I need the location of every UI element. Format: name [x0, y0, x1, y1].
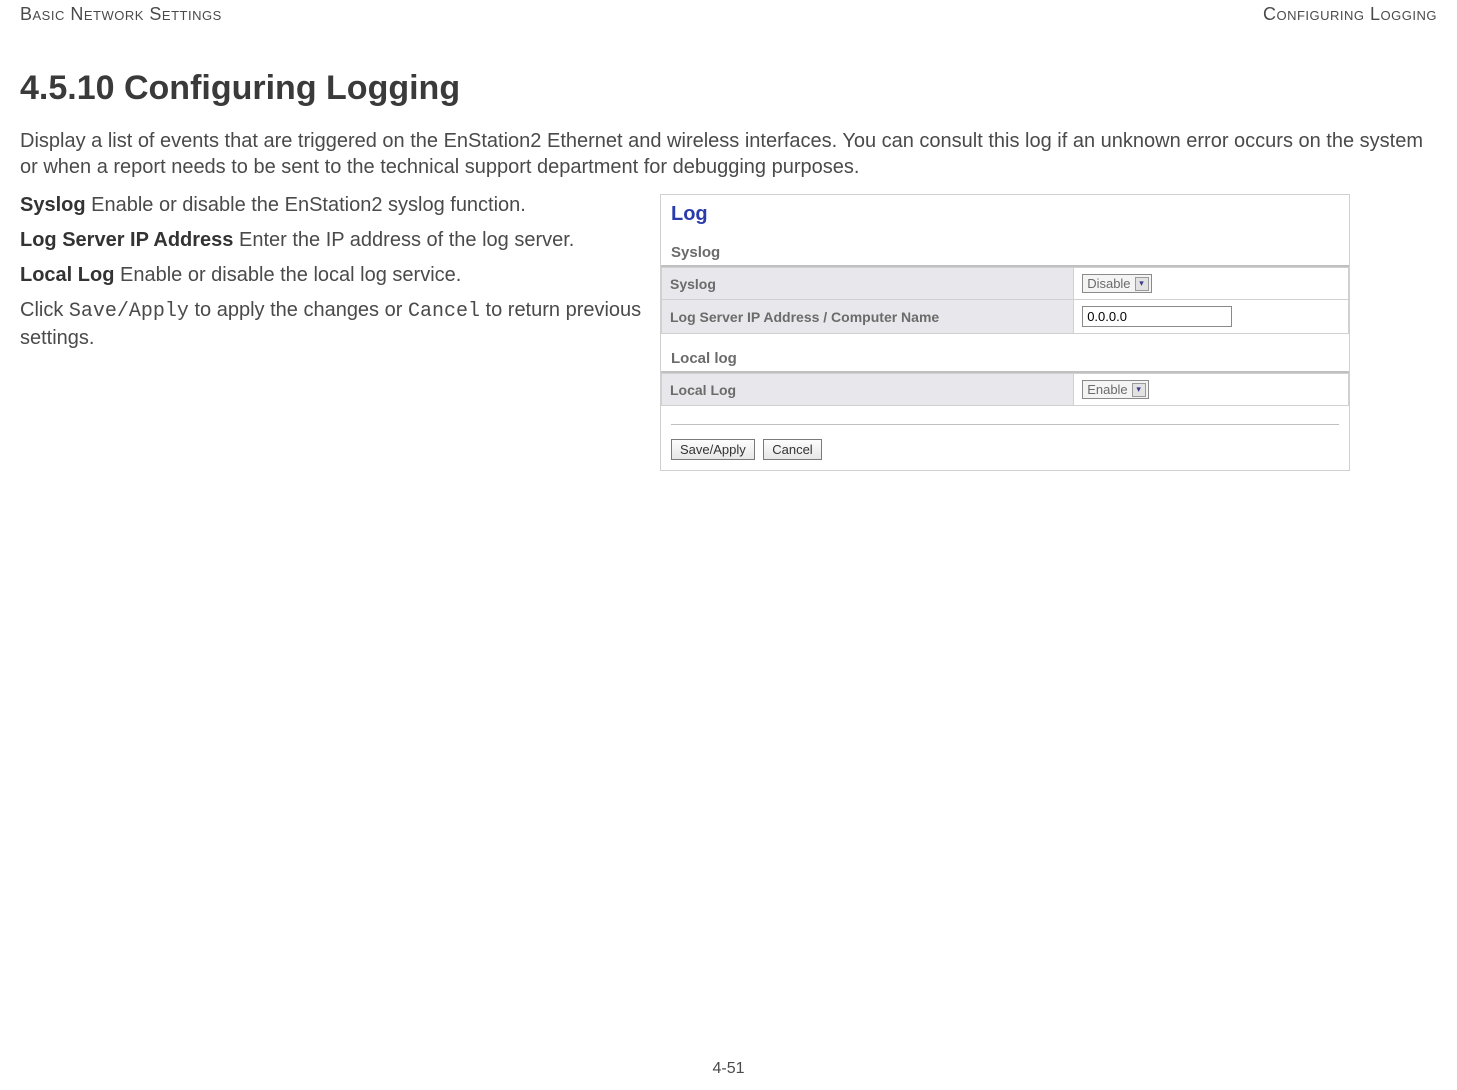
syslog-row-label: Syslog — [662, 268, 1074, 300]
cancel-button[interactable]: Cancel — [763, 439, 821, 460]
header-right: Configuring Logging — [1263, 4, 1437, 25]
header-left: Basic Network Settings — [20, 4, 222, 25]
def-logip: Log Server IP Address Enter the IP addre… — [20, 227, 660, 254]
def-locallog: Local Log Enable or disable the local lo… — [20, 262, 660, 289]
locallog-row-value-cell: Enable ▾ — [1074, 374, 1349, 406]
def-locallog-term: Local Log — [20, 264, 114, 286]
section-title: 4.5.10 Configuring Logging — [20, 69, 1437, 108]
locallog-select[interactable]: Enable ▾ — [1082, 380, 1148, 399]
logip-row: Log Server IP Address / Computer Name — [662, 300, 1349, 334]
locallog-select-value: Enable — [1087, 382, 1127, 397]
syslog-select-value: Disable — [1087, 276, 1130, 291]
locallog-row-label: Local Log — [662, 374, 1074, 406]
cancel-mono: Cancel — [408, 300, 480, 323]
def-logip-desc: Enter the IP address of the log server. — [233, 229, 574, 251]
chevron-down-icon: ▾ — [1135, 277, 1149, 291]
def-logip-term: Log Server IP Address — [20, 229, 233, 251]
def-click-instruction: Click Save/Apply to apply the changes or… — [20, 297, 660, 352]
content-row: Syslog Enable or disable the EnStation2 … — [20, 192, 1437, 471]
logip-input[interactable] — [1082, 306, 1232, 327]
save-apply-mono: Save/Apply — [69, 300, 189, 323]
syslog-row-value-cell: Disable ▾ — [1074, 268, 1349, 300]
syslog-section-label: Syslog — [661, 228, 1349, 267]
definitions-column: Syslog Enable or disable the EnStation2 … — [20, 192, 660, 360]
logip-row-value-cell — [1074, 300, 1349, 334]
syslog-table: Syslog Disable ▾ Log Server IP Address /… — [661, 267, 1349, 334]
locallog-table: Local Log Enable ▾ — [661, 373, 1349, 406]
syslog-row: Syslog Disable ▾ — [662, 268, 1349, 300]
logip-row-label: Log Server IP Address / Computer Name — [662, 300, 1074, 334]
page-header: Basic Network Settings Configuring Loggi… — [20, 0, 1437, 25]
screenshot-button-row: Save/Apply Cancel — [661, 435, 1349, 470]
click-mid: to apply the changes or — [189, 299, 408, 321]
screenshot-divider — [671, 424, 1339, 425]
chevron-down-icon: ▾ — [1132, 383, 1146, 397]
def-syslog-term: Syslog — [20, 194, 86, 216]
screenshot-column: Log Syslog Syslog Disable ▾ Log Server I… — [660, 192, 1437, 471]
locallog-section-label: Local log — [661, 334, 1349, 373]
def-syslog-desc: Enable or disable the EnStation2 syslog … — [86, 194, 526, 216]
save-apply-button[interactable]: Save/Apply — [671, 439, 755, 460]
log-screenshot: Log Syslog Syslog Disable ▾ Log Server I… — [660, 194, 1350, 471]
def-locallog-desc: Enable or disable the local log service. — [114, 264, 461, 286]
locallog-row: Local Log Enable ▾ — [662, 374, 1349, 406]
def-syslog: Syslog Enable or disable the EnStation2 … — [20, 192, 660, 219]
page-number: 4-51 — [0, 1060, 1457, 1078]
screenshot-title: Log — [661, 195, 1349, 228]
click-pre: Click — [20, 299, 69, 321]
syslog-select[interactable]: Disable ▾ — [1082, 274, 1151, 293]
intro-paragraph: Display a list of events that are trigge… — [20, 128, 1437, 180]
